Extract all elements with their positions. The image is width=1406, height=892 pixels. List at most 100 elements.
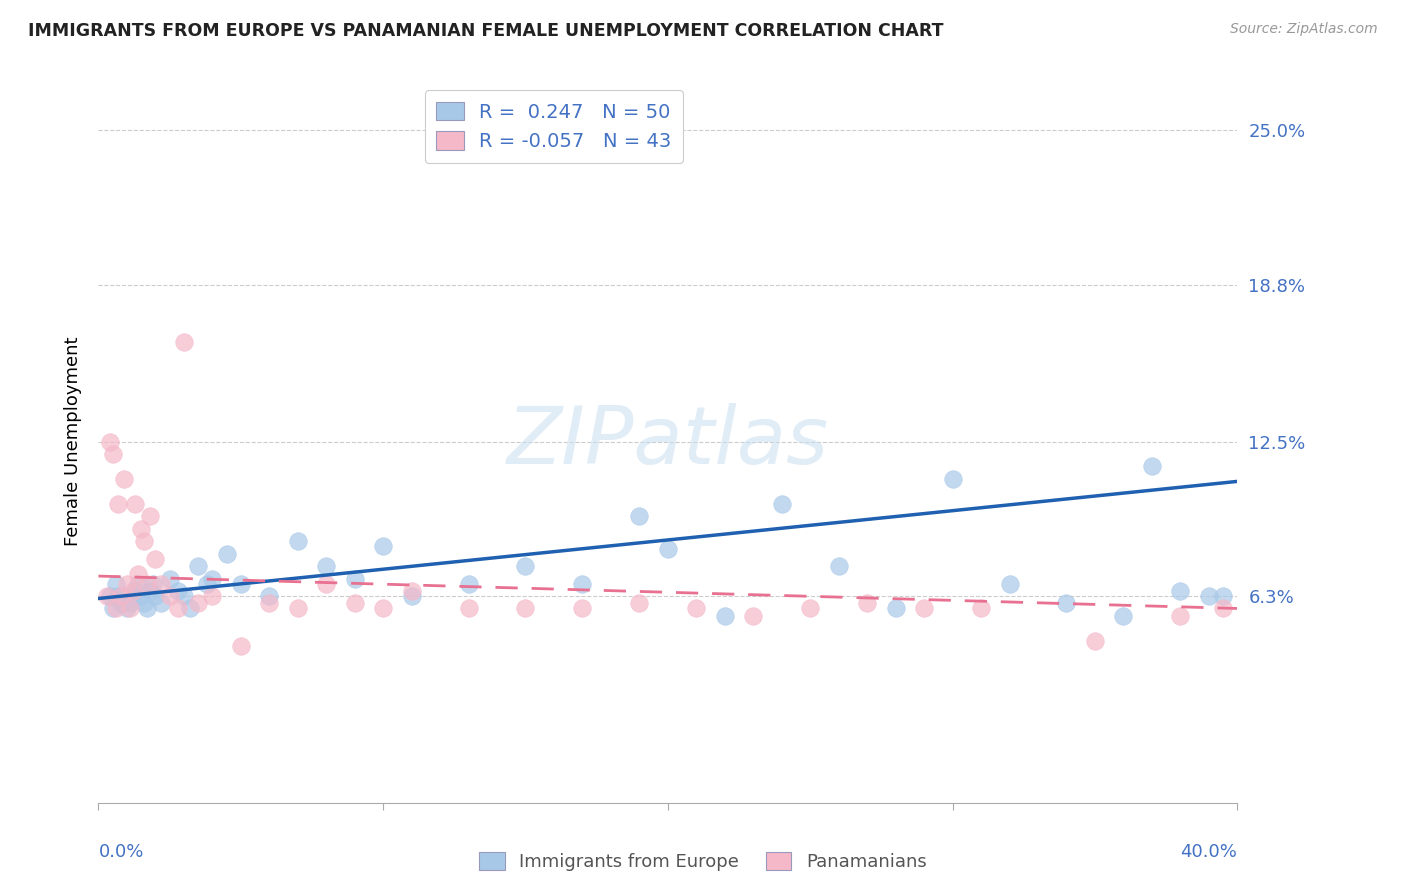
Point — [515, 601, 537, 615]
Point — [132, 597, 155, 611]
Point — [714, 609, 737, 624]
Point — [287, 601, 309, 615]
Point — [98, 434, 121, 449]
Point — [141, 576, 163, 591]
Point — [135, 601, 157, 615]
Point — [457, 576, 479, 591]
Point — [98, 589, 121, 603]
Point — [259, 589, 281, 603]
Point — [145, 589, 167, 603]
Point — [104, 576, 127, 591]
Point — [179, 601, 201, 615]
Point — [145, 551, 167, 566]
Point — [135, 576, 157, 591]
Point — [315, 559, 337, 574]
Point — [1170, 584, 1192, 599]
Point — [118, 601, 141, 615]
Point — [129, 522, 152, 536]
Point — [121, 584, 143, 599]
Text: IMMIGRANTS FROM EUROPE VS PANAMANIAN FEMALE UNEMPLOYMENT CORRELATION CHART: IMMIGRANTS FROM EUROPE VS PANAMANIAN FEM… — [28, 22, 943, 40]
Point — [104, 601, 127, 615]
Legend: R =  0.247   N = 50, R = -0.057   N = 43: R = 0.247 N = 50, R = -0.057 N = 43 — [425, 90, 683, 163]
Point — [115, 601, 138, 615]
Point — [101, 447, 124, 461]
Point — [124, 584, 146, 599]
Y-axis label: Female Unemployment: Female Unemployment — [63, 337, 82, 546]
Point — [118, 597, 141, 611]
Point — [856, 597, 879, 611]
Text: 40.0%: 40.0% — [1181, 843, 1237, 861]
Point — [127, 576, 149, 591]
Point — [287, 534, 309, 549]
Point — [124, 497, 146, 511]
Point — [998, 576, 1021, 591]
Point — [970, 601, 993, 615]
Point — [1212, 589, 1234, 603]
Point — [121, 589, 143, 603]
Point — [628, 509, 651, 524]
Point — [343, 597, 366, 611]
Point — [657, 541, 679, 556]
Point — [1198, 589, 1220, 603]
Point — [129, 589, 152, 603]
Point — [315, 576, 337, 591]
Point — [229, 639, 252, 653]
Point — [770, 497, 793, 511]
Legend: Immigrants from Europe, Panamanians: Immigrants from Europe, Panamanians — [472, 846, 934, 879]
Point — [373, 601, 395, 615]
Point — [167, 601, 190, 615]
Point — [401, 584, 423, 599]
Point — [1056, 597, 1078, 611]
Point — [259, 597, 281, 611]
Point — [112, 589, 135, 603]
Point — [150, 597, 173, 611]
Point — [138, 584, 160, 599]
Point — [201, 572, 224, 586]
Point — [401, 589, 423, 603]
Point — [742, 609, 765, 624]
Point — [912, 601, 935, 615]
Point — [571, 576, 593, 591]
Point — [187, 597, 209, 611]
Point — [187, 559, 209, 574]
Point — [110, 597, 132, 611]
Point — [112, 472, 135, 486]
Point — [942, 472, 965, 486]
Point — [828, 559, 851, 574]
Point — [1084, 633, 1107, 648]
Point — [110, 589, 132, 603]
Point — [373, 539, 395, 553]
Point — [96, 589, 118, 603]
Point — [628, 597, 651, 611]
Text: 0.0%: 0.0% — [98, 843, 143, 861]
Point — [571, 601, 593, 615]
Point — [799, 601, 821, 615]
Point — [115, 576, 138, 591]
Point — [1112, 609, 1135, 624]
Text: Source: ZipAtlas.com: Source: ZipAtlas.com — [1230, 22, 1378, 37]
Point — [138, 509, 160, 524]
Point — [167, 584, 190, 599]
Point — [201, 589, 224, 603]
Point — [884, 601, 907, 615]
Point — [107, 589, 129, 603]
Point — [173, 589, 195, 603]
Point — [159, 572, 181, 586]
Point — [343, 572, 366, 586]
Text: ZIPatlas: ZIPatlas — [506, 402, 830, 481]
Point — [1212, 601, 1234, 615]
Point — [215, 547, 238, 561]
Point — [195, 576, 218, 591]
Point — [159, 589, 181, 603]
Point — [1140, 459, 1163, 474]
Point — [515, 559, 537, 574]
Point — [173, 334, 195, 349]
Point — [457, 601, 479, 615]
Point — [132, 534, 155, 549]
Point — [1170, 609, 1192, 624]
Point — [127, 566, 149, 581]
Point — [229, 576, 252, 591]
Point — [685, 601, 707, 615]
Point — [101, 601, 124, 615]
Point — [107, 497, 129, 511]
